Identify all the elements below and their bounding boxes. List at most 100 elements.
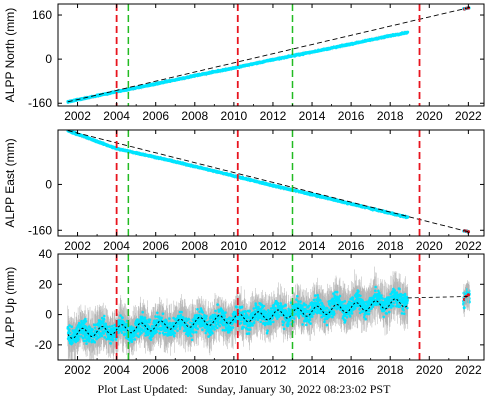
data-point: [299, 300, 302, 303]
data-point: [333, 312, 336, 315]
data-point: [323, 320, 326, 324]
data-point: [163, 325, 167, 329]
x-tick-label: 2022: [455, 109, 482, 123]
data-point: [297, 316, 301, 320]
data-point: [143, 316, 147, 320]
data-point: [305, 323, 308, 327]
data-point: [161, 312, 165, 316]
data-point: [308, 316, 312, 319]
data-point: [103, 314, 106, 318]
data-point: [204, 331, 207, 335]
data-point: [272, 320, 275, 324]
data-point: [344, 319, 347, 322]
data-point: [130, 340, 134, 344]
data-point: [331, 315, 334, 319]
x-tick-label: 2012: [260, 109, 287, 123]
data-point: [304, 303, 308, 307]
data-point: [88, 337, 92, 340]
data-point: [160, 316, 163, 320]
data-point: [200, 315, 203, 318]
data-point: [221, 328, 224, 332]
data-point: [121, 316, 124, 320]
data-point: [214, 309, 217, 313]
data-point: [180, 310, 183, 314]
data-point: [201, 311, 205, 314]
data-point: [132, 326, 135, 330]
recent-point: [466, 230, 470, 234]
data-point: [148, 320, 151, 324]
data-point: [203, 313, 206, 317]
data-point: [155, 330, 158, 334]
x-tick-label: 2006: [142, 239, 169, 253]
data-point: [182, 317, 185, 321]
data-point: [165, 321, 169, 324]
data-point: [163, 332, 167, 336]
data-point: [262, 304, 266, 308]
data-point: [134, 323, 138, 327]
data-point: [129, 335, 133, 339]
y-tick-label: -160: [28, 96, 52, 110]
data-point: [284, 304, 288, 307]
data-point: [120, 331, 124, 334]
data-point: [196, 327, 199, 331]
data-point: [68, 324, 71, 327]
data-point: [131, 338, 134, 341]
data-point: [361, 304, 364, 307]
x-tick-label: 2002: [64, 239, 91, 253]
data-point: [152, 319, 156, 323]
data-point: [99, 322, 102, 326]
data-point: [174, 327, 177, 331]
data-point: [248, 328, 252, 331]
data-point: [190, 334, 193, 338]
data-point: [168, 317, 171, 320]
x-tick-label: 2018: [377, 239, 404, 253]
data-point: [406, 30, 410, 34]
data-point: [245, 316, 249, 319]
data-point: [264, 321, 268, 325]
data-point: [259, 320, 263, 324]
data-point: [274, 306, 277, 310]
data-point: [84, 317, 87, 321]
data-point: [245, 314, 249, 317]
data-point: [74, 340, 77, 344]
data-point: [217, 317, 221, 321]
data-point: [98, 335, 101, 339]
data-point: [240, 305, 244, 309]
data-point: [216, 303, 219, 306]
data-point: [231, 320, 235, 324]
data-point: [302, 302, 306, 305]
data-point: [141, 310, 144, 314]
data-point: [254, 304, 258, 307]
data-point: [187, 318, 191, 321]
data-point: [267, 311, 271, 314]
data-point: [109, 334, 113, 338]
up-panel: 2002 2004 2006 2008 2010 2012 2014 2016 2018 2020…: [3, 247, 485, 377]
data-point: [172, 334, 176, 338]
data-point: [260, 309, 263, 313]
data-point: [140, 331, 143, 335]
data-point: [357, 290, 360, 293]
data-point: [102, 320, 105, 324]
data-point: [82, 339, 86, 343]
data-point: [316, 300, 320, 304]
data-point: [314, 301, 318, 304]
data-point: [84, 336, 87, 339]
data-point: [406, 215, 410, 219]
data-point: [265, 331, 269, 335]
data-point: [257, 305, 260, 309]
data-point: [247, 332, 251, 335]
data-point: [323, 318, 327, 321]
data-point: [248, 309, 251, 313]
x-tick-label: 2008: [181, 109, 208, 123]
data-point: [111, 324, 114, 328]
data-point: [228, 316, 231, 320]
data-point: [78, 335, 81, 338]
data-point: [191, 327, 194, 331]
data-point: [267, 309, 270, 312]
data-point: [234, 318, 238, 322]
data-point: [230, 328, 233, 332]
data-point: [214, 323, 218, 327]
data-point: [252, 321, 256, 324]
y-tick-label: 0: [45, 52, 52, 66]
